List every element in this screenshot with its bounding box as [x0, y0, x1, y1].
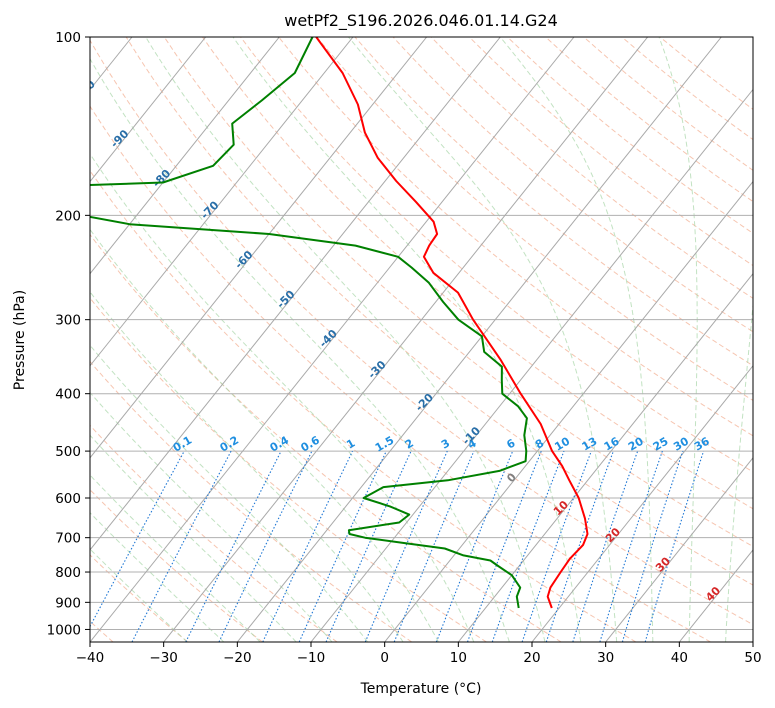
mixing-ratio-line: [435, 450, 514, 642]
y-tick-label: 400: [55, 387, 81, 403]
isotherm-line: [457, 272, 753, 642]
x-tick-label: −10: [297, 650, 326, 666]
isotherm-line: [90, 37, 428, 459]
moist-adiabat: [232, 37, 582, 642]
moist-adiabat: [725, 300, 753, 642]
isotherm-line: [531, 364, 753, 642]
dry-adiabat: [90, 233, 562, 642]
x-tick-label: 50: [744, 650, 761, 666]
dry-adiabat: [90, 169, 637, 642]
dry-adiabat: [430, 37, 753, 299]
isotherm-line: [90, 37, 354, 367]
mixing-ratio-line: [466, 450, 542, 642]
y-tick-label: 500: [55, 444, 81, 460]
mixing-ratio-line: [393, 450, 475, 642]
x-tick-label: −40: [76, 650, 105, 666]
mixing-ratio-line: [364, 450, 448, 642]
mixing-ratio-line: [131, 450, 232, 642]
x-tick-label: 10: [450, 650, 467, 666]
dry-adiabat: [90, 489, 263, 642]
dry-adiabat: [583, 37, 753, 171]
dry-adiabat: [316, 37, 753, 401]
x-tick-label: −30: [149, 650, 178, 666]
moist-adiabat: [145, 37, 546, 642]
mixing-ratio-line: [90, 450, 185, 628]
sounding-series: [90, 37, 589, 609]
mixing-ratio-line: [545, 450, 614, 642]
y-tick-label: 900: [55, 595, 81, 611]
isotherm-line: [384, 180, 753, 642]
dry-adiabat: [90, 297, 487, 642]
isotherm-line: [90, 37, 501, 551]
dry-adiabat: [392, 37, 753, 333]
mixing-ratio-line: [298, 450, 387, 642]
y-tick-label: 300: [55, 313, 81, 329]
x-tick-label: 0: [380, 650, 389, 666]
y-tick-label: 600: [55, 491, 81, 507]
axes: −40 −30 −20 −10 0 10 20 30 40 50 1000 900 800 700 600 5…: [47, 30, 762, 666]
y-tick-label: 100: [55, 30, 81, 46]
dry-adiabat: [507, 37, 753, 234]
isotherm-line: [90, 37, 575, 642]
isotherm-line: [90, 37, 207, 183]
mixing-ratio-line: [621, 450, 684, 642]
mixing-ratio-line: [185, 450, 282, 642]
mixing-ratio-line: [325, 450, 412, 642]
mixing-ratio-line: [644, 450, 705, 642]
plot-frame: [89, 36, 754, 643]
moist-adiabat: [90, 57, 510, 642]
dry-adiabat: [90, 39, 753, 626]
dewpoint-line: [90, 37, 528, 609]
moist-adiabat: [90, 344, 369, 642]
mixing-ratio-line: [599, 450, 663, 642]
moist-adiabat: [90, 153, 475, 642]
moist-adiabat: [90, 474, 261, 642]
x-axis-label: Temperature (°C): [360, 681, 482, 697]
x-tick-label: 30: [597, 650, 614, 666]
moist-adiabat: [90, 291, 404, 642]
dry-adiabat: [125, 37, 753, 586]
moist-adiabat: [658, 37, 698, 642]
dry-adiabat: [163, 37, 753, 548]
x-tick-label: 20: [523, 650, 540, 666]
moist-adiabat: [348, 37, 618, 642]
y-tick-label: 200: [55, 208, 81, 224]
dry-adiabat: [278, 37, 753, 437]
dry-adiabat: [469, 37, 753, 267]
isotherm-line: [236, 37, 722, 642]
y-tick-label: 1000: [47, 622, 81, 638]
chart-title: wetPf2_S196.2026.046.01.14.G24: [284, 11, 558, 31]
dry-adiabat: [202, 37, 753, 510]
moist-adiabat: [90, 391, 333, 642]
mixing-ratio-line: [572, 450, 639, 642]
y-tick-label: 700: [55, 531, 81, 547]
y-tick-label: 800: [55, 565, 81, 581]
mixing-ratio-line: [262, 450, 353, 642]
dry-adiabat: [90, 360, 413, 642]
dry-adiabat: [354, 37, 753, 367]
isotherm-line: [605, 457, 753, 642]
isotherm-line: [90, 37, 280, 275]
x-tick-label: 40: [671, 650, 688, 666]
plot-background: [90, 37, 753, 642]
moist-adiabat: [90, 228, 439, 642]
x-tick-label: −20: [223, 650, 252, 666]
dry-adiabat: [90, 424, 338, 642]
mixing-ratio-line: [521, 450, 592, 642]
mixing-ratio-line: [491, 450, 565, 642]
moist-adiabat: [499, 37, 654, 642]
isotherm-line: [163, 37, 649, 642]
dry-adiabat: [90, 105, 711, 642]
background-lines: [90, 37, 753, 642]
y-axis-label: Pressure (hPa): [12, 290, 28, 390]
moist-adiabat: [90, 434, 297, 642]
temperature-line: [315, 37, 589, 609]
